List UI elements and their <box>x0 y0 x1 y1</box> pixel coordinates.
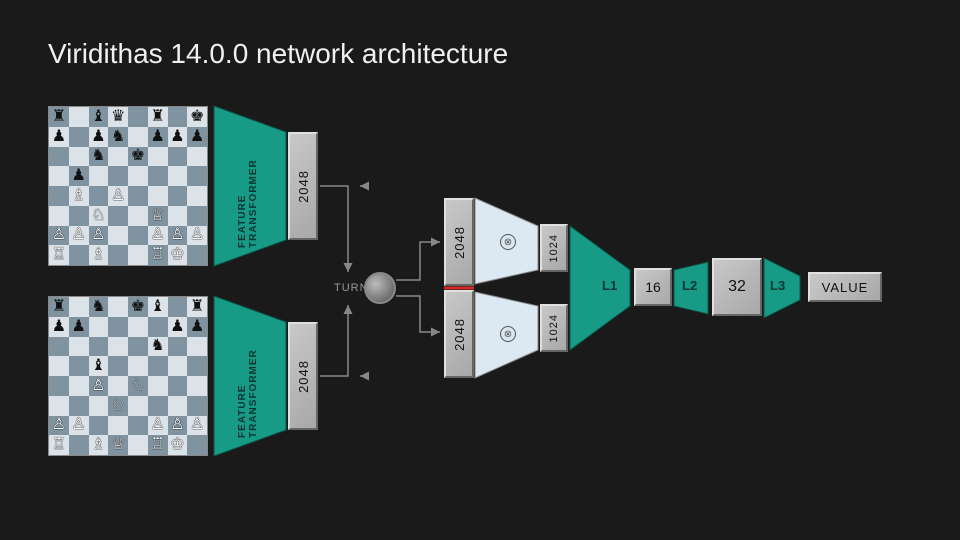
l1-trap <box>570 226 630 350</box>
l2-label: L2 <box>682 278 697 293</box>
mult-top: ⊗ <box>500 234 516 250</box>
block-2048-center-bottom: 2048 <box>444 290 474 378</box>
block-value: VALUE <box>808 272 882 302</box>
architecture-diagram: ♜♝♛♜♚♟♟♞♟♟♟♞♚♟♗♙♘♕♙♙♙♙♙♙♖♗♖♔ ♜♞♚♝♜♟♟♟♟♞♝… <box>48 100 928 480</box>
mult-bottom: ⊗ <box>500 326 516 342</box>
page-title: Viridithas 14.0.0 network architecture <box>48 38 508 70</box>
block-32: 32 <box>712 258 762 316</box>
block-2048-center-top: 2048 <box>444 198 474 286</box>
block-2048-bottom: 2048 <box>288 322 318 430</box>
chessboard-bottom: ♜♞♚♝♜♟♟♟♟♞♝♙♘♘♙♙♙♙♙♖♗♕♖♔ <box>48 296 208 456</box>
l1-label: L1 <box>602 278 617 293</box>
block-16: 16 <box>634 268 672 306</box>
l3-label: L3 <box>770 278 785 293</box>
ft-label-bottom: FEATURE TRANSFORMER <box>228 318 268 438</box>
chessboard-top: ♜♝♛♜♚♟♟♞♟♟♟♞♚♟♗♙♘♕♙♙♙♙♙♙♖♗♖♔ <box>48 106 208 266</box>
block-1024-bottom: 1024 <box>540 304 568 352</box>
ft-label-top: FEATURE TRANSFORMER <box>228 128 268 248</box>
turn-node <box>364 272 396 304</box>
block-2048-top: 2048 <box>288 132 318 240</box>
block-1024-top: 1024 <box>540 224 568 272</box>
